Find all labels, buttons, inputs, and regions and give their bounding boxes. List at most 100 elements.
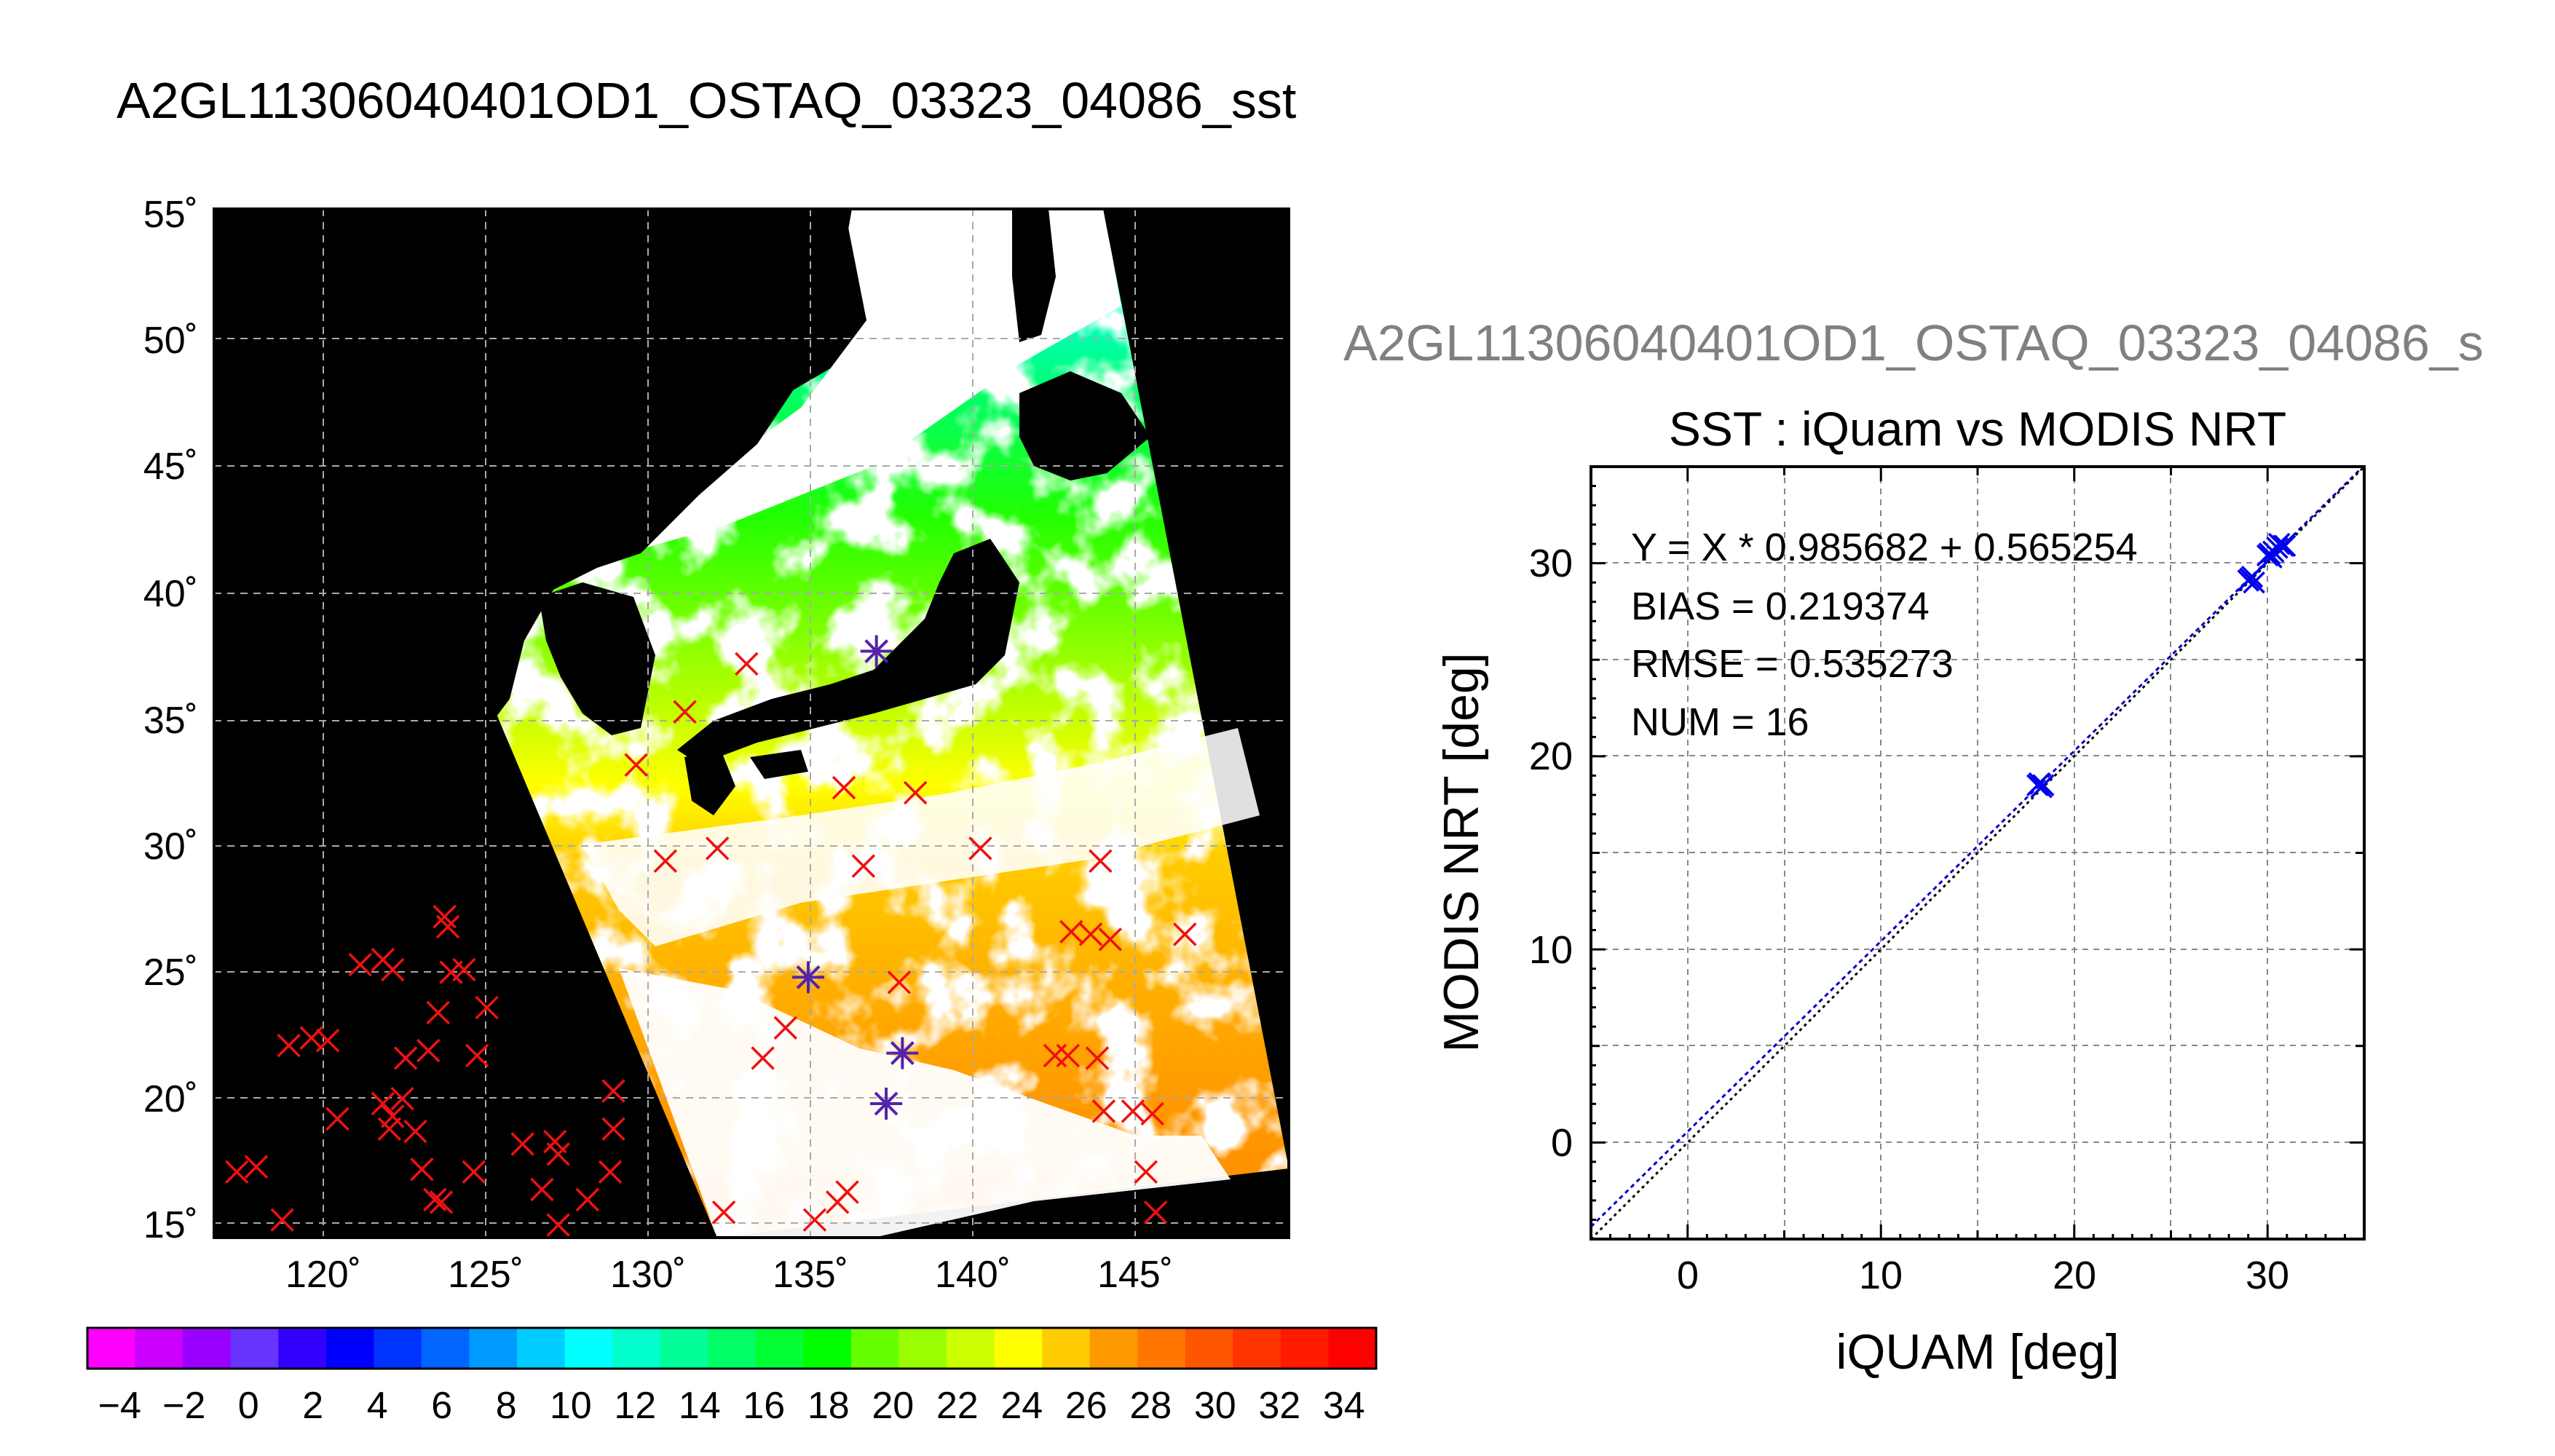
map-x-marker	[1091, 1099, 1116, 1123]
y-tick-label: 20	[1529, 735, 1573, 778]
map-x-marker	[1085, 1046, 1110, 1070]
map-x-marker	[1089, 849, 1113, 873]
lat-label: 40˚	[143, 573, 198, 615]
map-x-marker	[530, 1177, 554, 1202]
x-tick-label: 30	[2246, 1254, 2289, 1297]
map-x-marker	[315, 1028, 340, 1053]
scatter-panel: A2GL11306040401OD1_OSTAQ_03323_04086_s S…	[1343, 314, 2484, 1380]
lat-label: 25˚	[143, 951, 198, 994]
colorbar-tick-labels: −4 −2 0 2 4 6 8 10 12 14 16 18 20 22 24 26 28 30 32 34	[98, 1385, 1365, 1427]
scatter-point	[2032, 774, 2055, 796]
map-x-marker	[1098, 927, 1122, 951]
colorbar-cell	[183, 1328, 232, 1369]
colorbar-cell	[87, 1328, 136, 1369]
swath-mid-clouds	[583, 728, 1260, 946]
scatter-y-label: MODIS NRT [deg]	[1434, 652, 1489, 1052]
map-x-marker	[624, 753, 648, 778]
colorbar-cell	[325, 1328, 375, 1369]
lat-label: 55˚	[143, 194, 198, 236]
map-frame	[213, 207, 1290, 1239]
colorbar-cells	[87, 1328, 1377, 1369]
land-kyushu	[684, 750, 735, 815]
map-x-marker	[751, 1046, 775, 1070]
lat-label: 15˚	[143, 1204, 198, 1246]
colorbar-cell	[612, 1328, 661, 1369]
scatter-title: SST : iQuam vs MODIS NRT	[1669, 402, 2286, 456]
main-title: A2GL11306040401OD1_OSTAQ_03323_04086_sst	[117, 72, 1296, 129]
land-sakhalin	[1012, 209, 1056, 342]
map-x-marker	[851, 854, 876, 878]
lon-label: 145˚	[1097, 1254, 1173, 1296]
lat-label: 20˚	[143, 1078, 198, 1120]
colorbar-cell	[469, 1328, 518, 1369]
land-shikoku	[750, 750, 808, 779]
map-x-marker	[546, 1213, 570, 1237]
colorbar-tick-label: 26	[1065, 1385, 1107, 1427]
map-star-marker	[870, 1087, 903, 1120]
map-x-marker	[381, 957, 405, 982]
map-x-marker	[673, 700, 697, 724]
map-x-marker	[735, 652, 759, 676]
stats-bias: BIAS = 0.219374	[1631, 585, 1930, 628]
map-x-marker	[1056, 1043, 1081, 1068]
colorbar-tick-label: 14	[679, 1385, 721, 1427]
colorbar-cell	[278, 1328, 327, 1369]
colorbar-tick-label: 6	[431, 1385, 452, 1427]
colorbar-frame	[86, 1326, 1378, 1370]
colorbar-cell	[850, 1328, 900, 1369]
colorbar-tick-label: 20	[872, 1385, 914, 1427]
y-tick-label: 10	[1529, 928, 1573, 972]
scatter-point	[2272, 534, 2294, 557]
stats-rmse: RMSE = 0.535273	[1631, 642, 1954, 686]
colorbar-cell	[564, 1328, 613, 1369]
scatter-x-tick-labels: 0 10 20 30	[1677, 1254, 2289, 1297]
colorbar-tick-label: 18	[807, 1385, 850, 1427]
x-tick-label: 20	[2053, 1254, 2096, 1297]
colorbar-tick-label: −4	[98, 1385, 141, 1427]
colorbar-tick-label: 28	[1129, 1385, 1172, 1427]
colorbar-tick-label: 34	[1323, 1385, 1365, 1427]
map-x-marker	[410, 1158, 434, 1182]
colorbar-cell	[708, 1328, 757, 1369]
map-x-marker	[462, 1160, 486, 1184]
map-star-marker	[860, 635, 893, 668]
map-x-marker	[348, 952, 372, 977]
map-x-marker	[426, 1000, 450, 1025]
colorbar-tick-label: 32	[1258, 1385, 1300, 1427]
map-x-marker	[1134, 1160, 1158, 1184]
map-x-marker	[429, 1190, 454, 1214]
lon-label: 120˚	[285, 1254, 361, 1296]
map-x-marker	[1143, 1200, 1168, 1224]
scatter-point	[2262, 540, 2285, 563]
sst-map: 55˚ 50˚ 45˚ 40˚ 35˚ 30˚ 25˚ 20˚ 15˚ 120˚…	[143, 194, 1290, 1296]
scatter-reference-lines	[1591, 467, 2364, 1239]
stats-num: NUM = 16	[1631, 700, 1809, 744]
colorbar-cell	[803, 1328, 852, 1369]
map-x-marker	[393, 1046, 418, 1070]
lon-label: 125˚	[448, 1254, 524, 1296]
colorbar-cell	[421, 1328, 470, 1369]
scatter-stats: Y = X * 0.985682 + 0.565254 BIAS = 0.219…	[1631, 526, 2138, 744]
colorbar-cell	[374, 1328, 422, 1369]
map-x-marker	[705, 836, 730, 860]
map-x-marker	[601, 1117, 625, 1141]
land-korea	[539, 582, 655, 735]
colorbar-cell	[1233, 1328, 1282, 1369]
map-x-marker	[377, 1117, 402, 1141]
map-x-marker	[270, 1208, 294, 1232]
map-x-marker	[835, 1180, 859, 1204]
colorbar-tick-label: 30	[1194, 1385, 1236, 1427]
colorbar-cell	[1137, 1328, 1186, 1369]
map-x-marker	[244, 1155, 269, 1179]
map-x-marker	[510, 1132, 534, 1156]
colorbar-cell	[230, 1328, 280, 1369]
map-x-marker	[435, 914, 460, 939]
lat-label: 30˚	[143, 826, 198, 868]
y-tick-label: 30	[1529, 542, 1573, 585]
colorbar-tick-label: 4	[367, 1385, 388, 1427]
lon-label: 130˚	[610, 1254, 686, 1296]
map-x-marker	[1140, 1101, 1164, 1126]
colorbar-cell	[1042, 1328, 1091, 1369]
lat-label: 35˚	[143, 700, 198, 742]
map-x-marker	[653, 849, 678, 873]
